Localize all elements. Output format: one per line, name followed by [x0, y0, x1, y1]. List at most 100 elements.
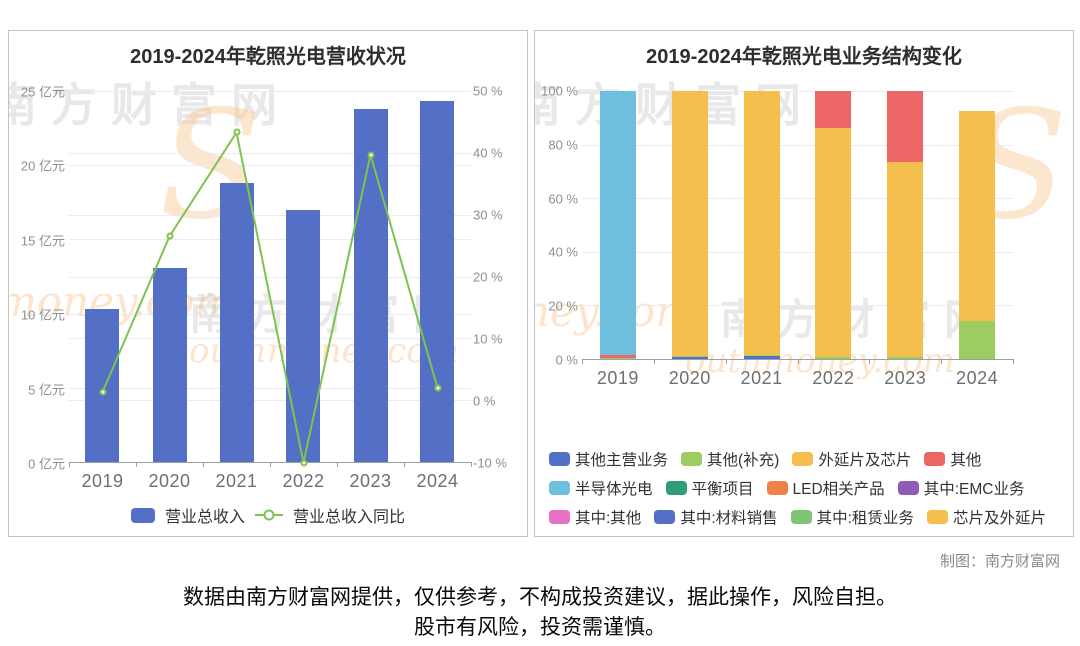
- segment-芯片及外延片: [959, 111, 996, 321]
- gridline: [582, 251, 1013, 253]
- y-axis-tick-label: 10 亿元: [20, 307, 65, 323]
- structure-bar-2019: [599, 91, 636, 359]
- y-axis-tick-label: -10 %: [473, 455, 507, 471]
- legend-item-label: 其中:EMC业务: [923, 481, 1025, 498]
- legend-line-label: 营业总收入同比: [293, 509, 406, 526]
- y-axis-tick-label: 60 %: [548, 191, 578, 207]
- revenue-bar-2019: [85, 309, 120, 462]
- gridline: [582, 144, 1013, 146]
- segment-外延片及芯片: [815, 128, 852, 357]
- yoy-line-point-2021: [233, 128, 240, 136]
- x-axis-tick: [471, 462, 472, 467]
- structure-bar-2023: [887, 91, 924, 359]
- legend-line-marker-icon: [255, 514, 283, 516]
- x-axis-tick: [336, 462, 338, 467]
- x-axis-tick: [202, 462, 204, 467]
- x-axis-label: 2019: [81, 471, 124, 491]
- gridline: [69, 165, 471, 167]
- y-axis-tick-label: 20 %: [473, 269, 503, 285]
- legend-item-label: 其他主营业务: [575, 452, 669, 469]
- legend-item-label: 芯片及外延片: [952, 510, 1046, 527]
- gridline: [69, 313, 471, 315]
- y-axis-tick-label: 100 %: [541, 83, 578, 99]
- legend-item: LED相关产品: [766, 477, 885, 499]
- gridline: [582, 198, 1013, 200]
- legend-item: 其他主营业务: [549, 448, 668, 470]
- x-axis-tick: [725, 359, 727, 364]
- x-axis-label: 2024: [416, 471, 459, 491]
- y-axis-tick-label: 5 亿元: [28, 382, 65, 398]
- legend-row: 其他主营业务 其他(补充) 外延片及芯片 其他: [549, 448, 1065, 470]
- segment-半导体光电: [599, 91, 636, 356]
- legend-item: 芯片及外延片: [926, 506, 1046, 528]
- legend-row: 半导体光电 平衡项目 LED相关产品 其中:EMC业务: [549, 477, 1065, 499]
- segment-其他主营业务: [743, 356, 780, 359]
- legend-bar-label: 营业总收入: [164, 509, 245, 526]
- y-axis-tick-label: 10 %: [473, 331, 503, 347]
- revenue-bar-2024: [420, 101, 455, 462]
- structure-bar-2021: [743, 91, 780, 359]
- segment-其他(补充): [671, 355, 708, 357]
- x-axis-label: 2022: [812, 368, 855, 388]
- x-axis-label: 2021: [215, 471, 258, 491]
- legend-swatch: [790, 510, 812, 524]
- y-axis-tick-label: 20 亿元: [20, 158, 65, 174]
- structure-bar-2020: [671, 91, 708, 359]
- legend-item-label: 半导体光电: [575, 481, 653, 498]
- x-axis-tick: [941, 359, 943, 364]
- gridline: [69, 239, 471, 241]
- gridline: [69, 276, 471, 278]
- y-axis-tick-label: 20 %: [548, 298, 578, 314]
- structure-legend: 其他主营业务 其他(补充) 外延片及芯片 其他 半导体光电 平衡项目 LED相关产品 其中:E…: [549, 441, 1065, 528]
- legend-item: 其他: [924, 448, 981, 470]
- x-axis-label: 2021: [740, 368, 783, 388]
- legend-item: 半导体光电: [549, 477, 653, 499]
- segment-其他: [815, 91, 852, 128]
- x-axis-label: 2020: [668, 368, 711, 388]
- legend-swatch: [897, 481, 919, 495]
- x-axis-label: 2019: [596, 368, 639, 388]
- gridline: [69, 400, 471, 402]
- x-axis-tick: [135, 462, 137, 467]
- legend-swatch: [766, 481, 788, 495]
- y-axis-tick-label: 15 亿元: [20, 233, 65, 249]
- disclaimer-line-2: 股市有风险，投资需谨慎。: [414, 616, 666, 640]
- legend-swatch: [549, 510, 570, 524]
- x-axis-label: 2023: [884, 368, 927, 388]
- y-axis-tick-label: 25 亿元: [20, 84, 65, 100]
- legend-swatch: [926, 510, 948, 524]
- x-axis-label: 2020: [148, 471, 191, 491]
- legend-item-label: LED相关产品: [792, 481, 885, 498]
- legend-item-label: 其中:其他: [575, 510, 642, 527]
- structure-chart-title: 2019-2024年乾照光电业务结构变化: [646, 46, 962, 68]
- segment-其他主营业务: [671, 356, 708, 359]
- charts-row: 2019-2024年乾照光电营收状况 25 亿元 20 亿元 15 亿元 10 亿元 5…: [8, 30, 1074, 537]
- legend-swatch: [549, 452, 570, 466]
- legend-item: 其他(补充): [681, 448, 779, 470]
- segment-其他(补充): [887, 356, 924, 359]
- yoy-line-point-2024: [434, 384, 441, 392]
- gridline: [69, 152, 471, 154]
- revenue-plot-area: [69, 91, 472, 467]
- structure-chart-card: 2019-2024年乾照光电业务结构变化 100 % 80 % 60 % 40 % 20…: [534, 30, 1074, 537]
- y-axis-tick-label: 0 %: [555, 352, 578, 368]
- legend-item: 其中:其他: [549, 506, 641, 528]
- gridline: [69, 214, 471, 216]
- legend-swatch: [654, 510, 676, 524]
- segment-其他(补充): [743, 354, 780, 357]
- x-axis-tick: [582, 359, 583, 364]
- legend-item-label: 其中:材料销售: [680, 510, 778, 527]
- revenue-chart-card: 2019-2024年乾照光电营收状况 25 亿元 20 亿元 15 亿元 10 亿元 5…: [8, 30, 528, 537]
- x-axis-tick: [869, 359, 871, 364]
- revenue-chart-title: 2019-2024年乾照光电营收状况: [130, 46, 406, 68]
- gridline: [582, 91, 1013, 92]
- yoy-line-point-2022: [300, 459, 307, 467]
- gridline: [69, 338, 471, 340]
- legend-item-label: 其他(补充): [707, 452, 780, 469]
- legend-swatch: [792, 452, 814, 466]
- y-axis-tick-label: 80 %: [548, 137, 578, 153]
- x-axis-tick: [69, 462, 70, 467]
- segment-其他: [599, 355, 636, 358]
- x-axis-tick: [270, 462, 271, 467]
